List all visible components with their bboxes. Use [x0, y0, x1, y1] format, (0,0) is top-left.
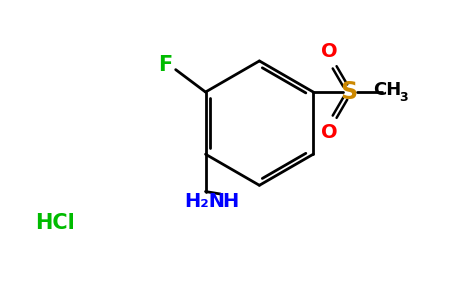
Text: O: O — [321, 123, 337, 142]
Text: F: F — [159, 55, 173, 75]
Text: S: S — [340, 80, 357, 104]
Text: O: O — [321, 42, 337, 61]
Text: 3: 3 — [400, 91, 408, 103]
Text: H₂N: H₂N — [184, 192, 225, 211]
Text: HCl: HCl — [36, 213, 75, 233]
Text: CH: CH — [373, 81, 401, 99]
Text: H: H — [222, 192, 238, 211]
